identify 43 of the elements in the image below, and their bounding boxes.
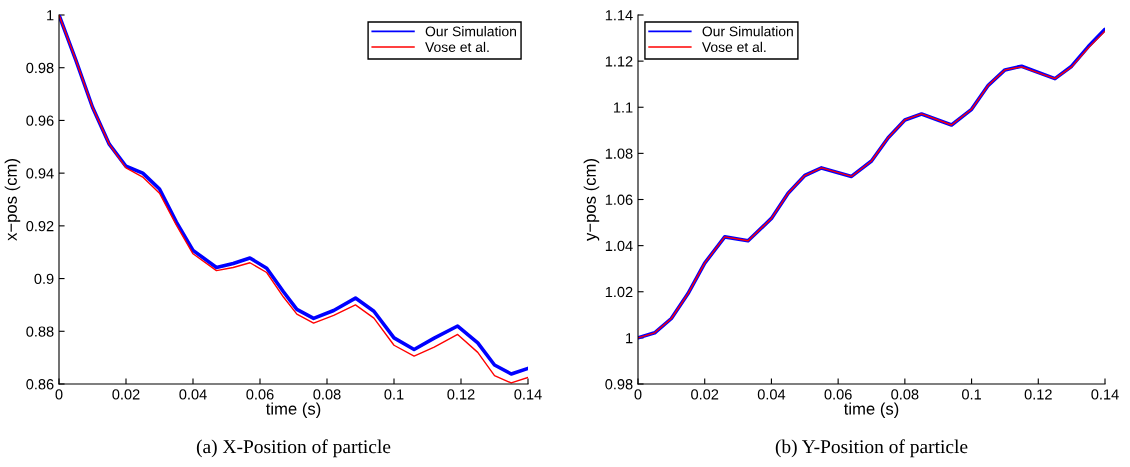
legend-label: Our Simulation — [702, 26, 793, 37]
x-tick-label: 0.12 — [447, 389, 475, 400]
y-tick-label: 0.88 — [26, 326, 54, 337]
x-tick-label: 0.14 — [1091, 389, 1119, 400]
x-axis-title: time (s) — [843, 402, 899, 418]
x-tick-label: 0.06 — [824, 389, 852, 400]
legend-label: Vose et al. — [425, 41, 489, 53]
legend-label: Our Simulation — [425, 26, 516, 37]
x-tick-label: 0.02 — [691, 389, 719, 400]
y-tick-label: 1 — [47, 10, 54, 21]
y-tick-label: 1.06 — [605, 194, 633, 205]
y-tick-label: 1.14 — [605, 10, 633, 21]
y-tick-label: 0.94 — [26, 168, 54, 179]
x-tick-label: 0.1 — [962, 389, 981, 400]
x-tick-label: 0.08 — [891, 389, 919, 400]
x-tick-label: 0.14 — [514, 389, 542, 400]
y-tick-label: 0.96 — [26, 115, 54, 126]
x-tick-label: 0.04 — [757, 389, 786, 400]
text: (b) Y-Position of particle — [775, 439, 968, 458]
x-tick-label: 0.06 — [246, 389, 274, 400]
legend-label: Vose et al. — [701, 41, 766, 53]
x-tick-label: 0.1 — [384, 389, 404, 400]
y-tick-label: 0.92 — [26, 220, 54, 232]
y-tick-label: 0.98 — [26, 62, 54, 74]
text: (a) X-Position of particle — [196, 439, 391, 458]
y-tick-label: 1.02 — [605, 286, 633, 298]
y-tick-label: 0.9 — [34, 273, 54, 284]
x-tick-label: 0 — [634, 389, 642, 400]
x-tick-label: 0 — [55, 389, 63, 400]
y-tick-label: 1.08 — [605, 148, 633, 159]
y-tick-label: 0.86 — [26, 379, 54, 390]
x-tick-label: 0.08 — [313, 389, 341, 400]
x-axis-title: time (s) — [265, 402, 321, 418]
x-tick-label: 0.02 — [112, 389, 140, 400]
y-tick-label: 1.1 — [613, 102, 633, 113]
y-tick-label: 1.04 — [605, 240, 633, 252]
y-tick-label: 1 — [626, 333, 633, 344]
y-tick-label: 0.98 — [605, 379, 633, 390]
x-tick-label: 0.12 — [1024, 389, 1052, 400]
y-tick-label: 1.12 — [605, 56, 633, 67]
y-axis-title: y−pos (cm) — [583, 159, 600, 241]
x-tick-label: 0.04 — [179, 389, 207, 400]
y-axis-title: x−pos (cm) — [4, 159, 21, 241]
